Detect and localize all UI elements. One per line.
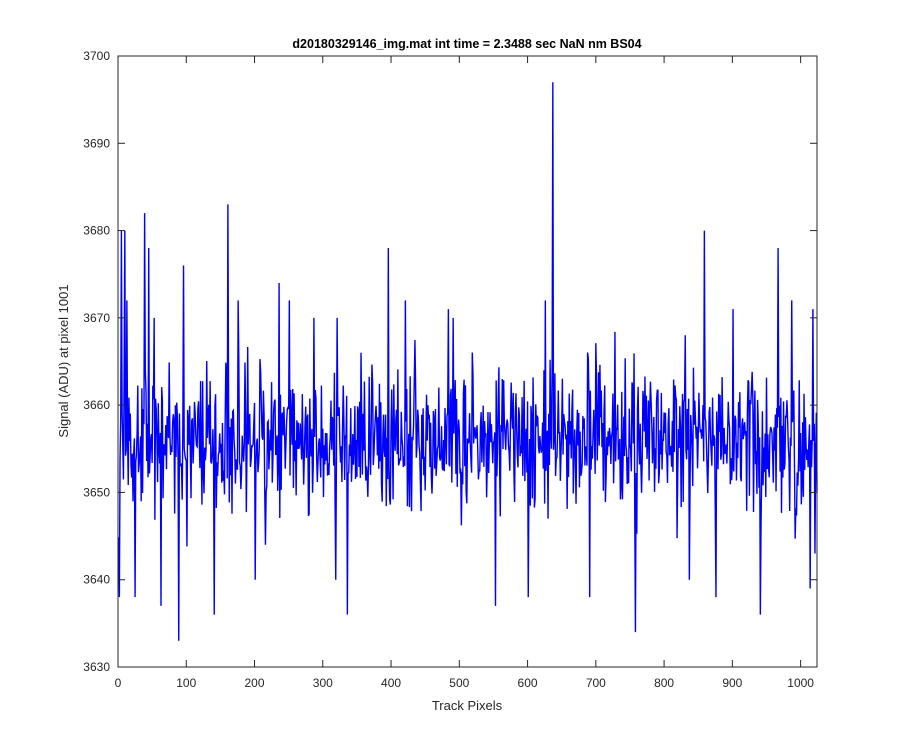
y-tick-label: 3680 <box>83 224 110 238</box>
y-tick-label: 3670 <box>83 311 110 325</box>
y-tick-label: 3690 <box>83 136 110 150</box>
chart-title: d20180329146_img.mat int time = 2.3488 s… <box>292 37 641 51</box>
y-tick-label: 3630 <box>83 660 110 674</box>
x-tick-label: 700 <box>586 676 606 690</box>
series-layer <box>117 82 818 641</box>
x-tick-label: 100 <box>176 676 196 690</box>
tick-layer: 0 100 200 300 400 500 600 700 800 900 1000 3630 3640… <box>83 49 817 690</box>
plot-area <box>118 56 817 667</box>
x-tick-label: 900 <box>722 676 742 690</box>
x-axis-label: Track Pixels <box>432 698 503 713</box>
x-tick-label: 800 <box>654 676 674 690</box>
x-tick-label: 600 <box>518 676 538 690</box>
y-tick-label: 3640 <box>83 573 110 587</box>
series-line <box>117 82 818 641</box>
plot-frame <box>117 55 818 668</box>
y-tick-label: 3650 <box>83 485 110 499</box>
x-tick-label: 0 <box>115 676 122 690</box>
y-axis-label: Signal (ADU) at pixel 1001 <box>56 284 71 437</box>
x-tick-label: 400 <box>381 676 401 690</box>
x-tick-label: 200 <box>245 676 265 690</box>
x-tick-label: 500 <box>449 676 469 690</box>
x-tick-label: 1000 <box>787 676 814 690</box>
y-tick-label: 3700 <box>83 49 110 63</box>
x-tick-label: 300 <box>313 676 333 690</box>
y-tick-label: 3660 <box>83 398 110 412</box>
